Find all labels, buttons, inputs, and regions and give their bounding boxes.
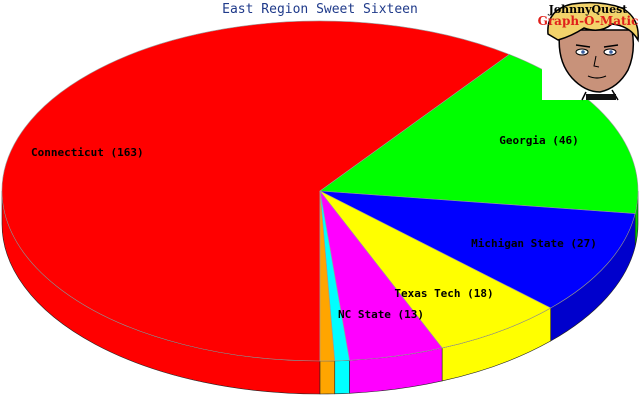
pie-slice-slice-6 [319, 190, 336, 362]
slice-label-connecticut: Connecticut (163) [31, 146, 144, 159]
logo-line1: JohnnyQuest [548, 3, 629, 16]
chart-title: East Region Sweet Sixteen [222, 2, 418, 17]
pie-slice-michigan-state [319, 190, 636, 309]
slice-label-michigan-state: Michigan State (27) [471, 237, 597, 250]
pie-sides [1, 190, 639, 395]
johnny-quest-face-icon [542, 0, 640, 101]
slice-label-nc-state: NC State (13) [338, 308, 424, 321]
pie-side-slice-5 [334, 359, 350, 395]
slice-label-texas-tech: Texas Tech (18) [394, 287, 493, 300]
slice-label-georgia: Georgia (46) [499, 134, 578, 147]
pie-side-slice-6 [319, 360, 336, 395]
logo-line2: Graph-O-Matic [538, 14, 639, 28]
pie-slice-connecticut [1, 20, 510, 362]
slice-labels: Connecticut (163) Georgia (46) Michigan St… [31, 134, 597, 321]
pie-slice-texas-tech [319, 190, 552, 349]
johnny-quest-logo: JohnnyQuest Graph-O-Matic [538, 0, 640, 101]
